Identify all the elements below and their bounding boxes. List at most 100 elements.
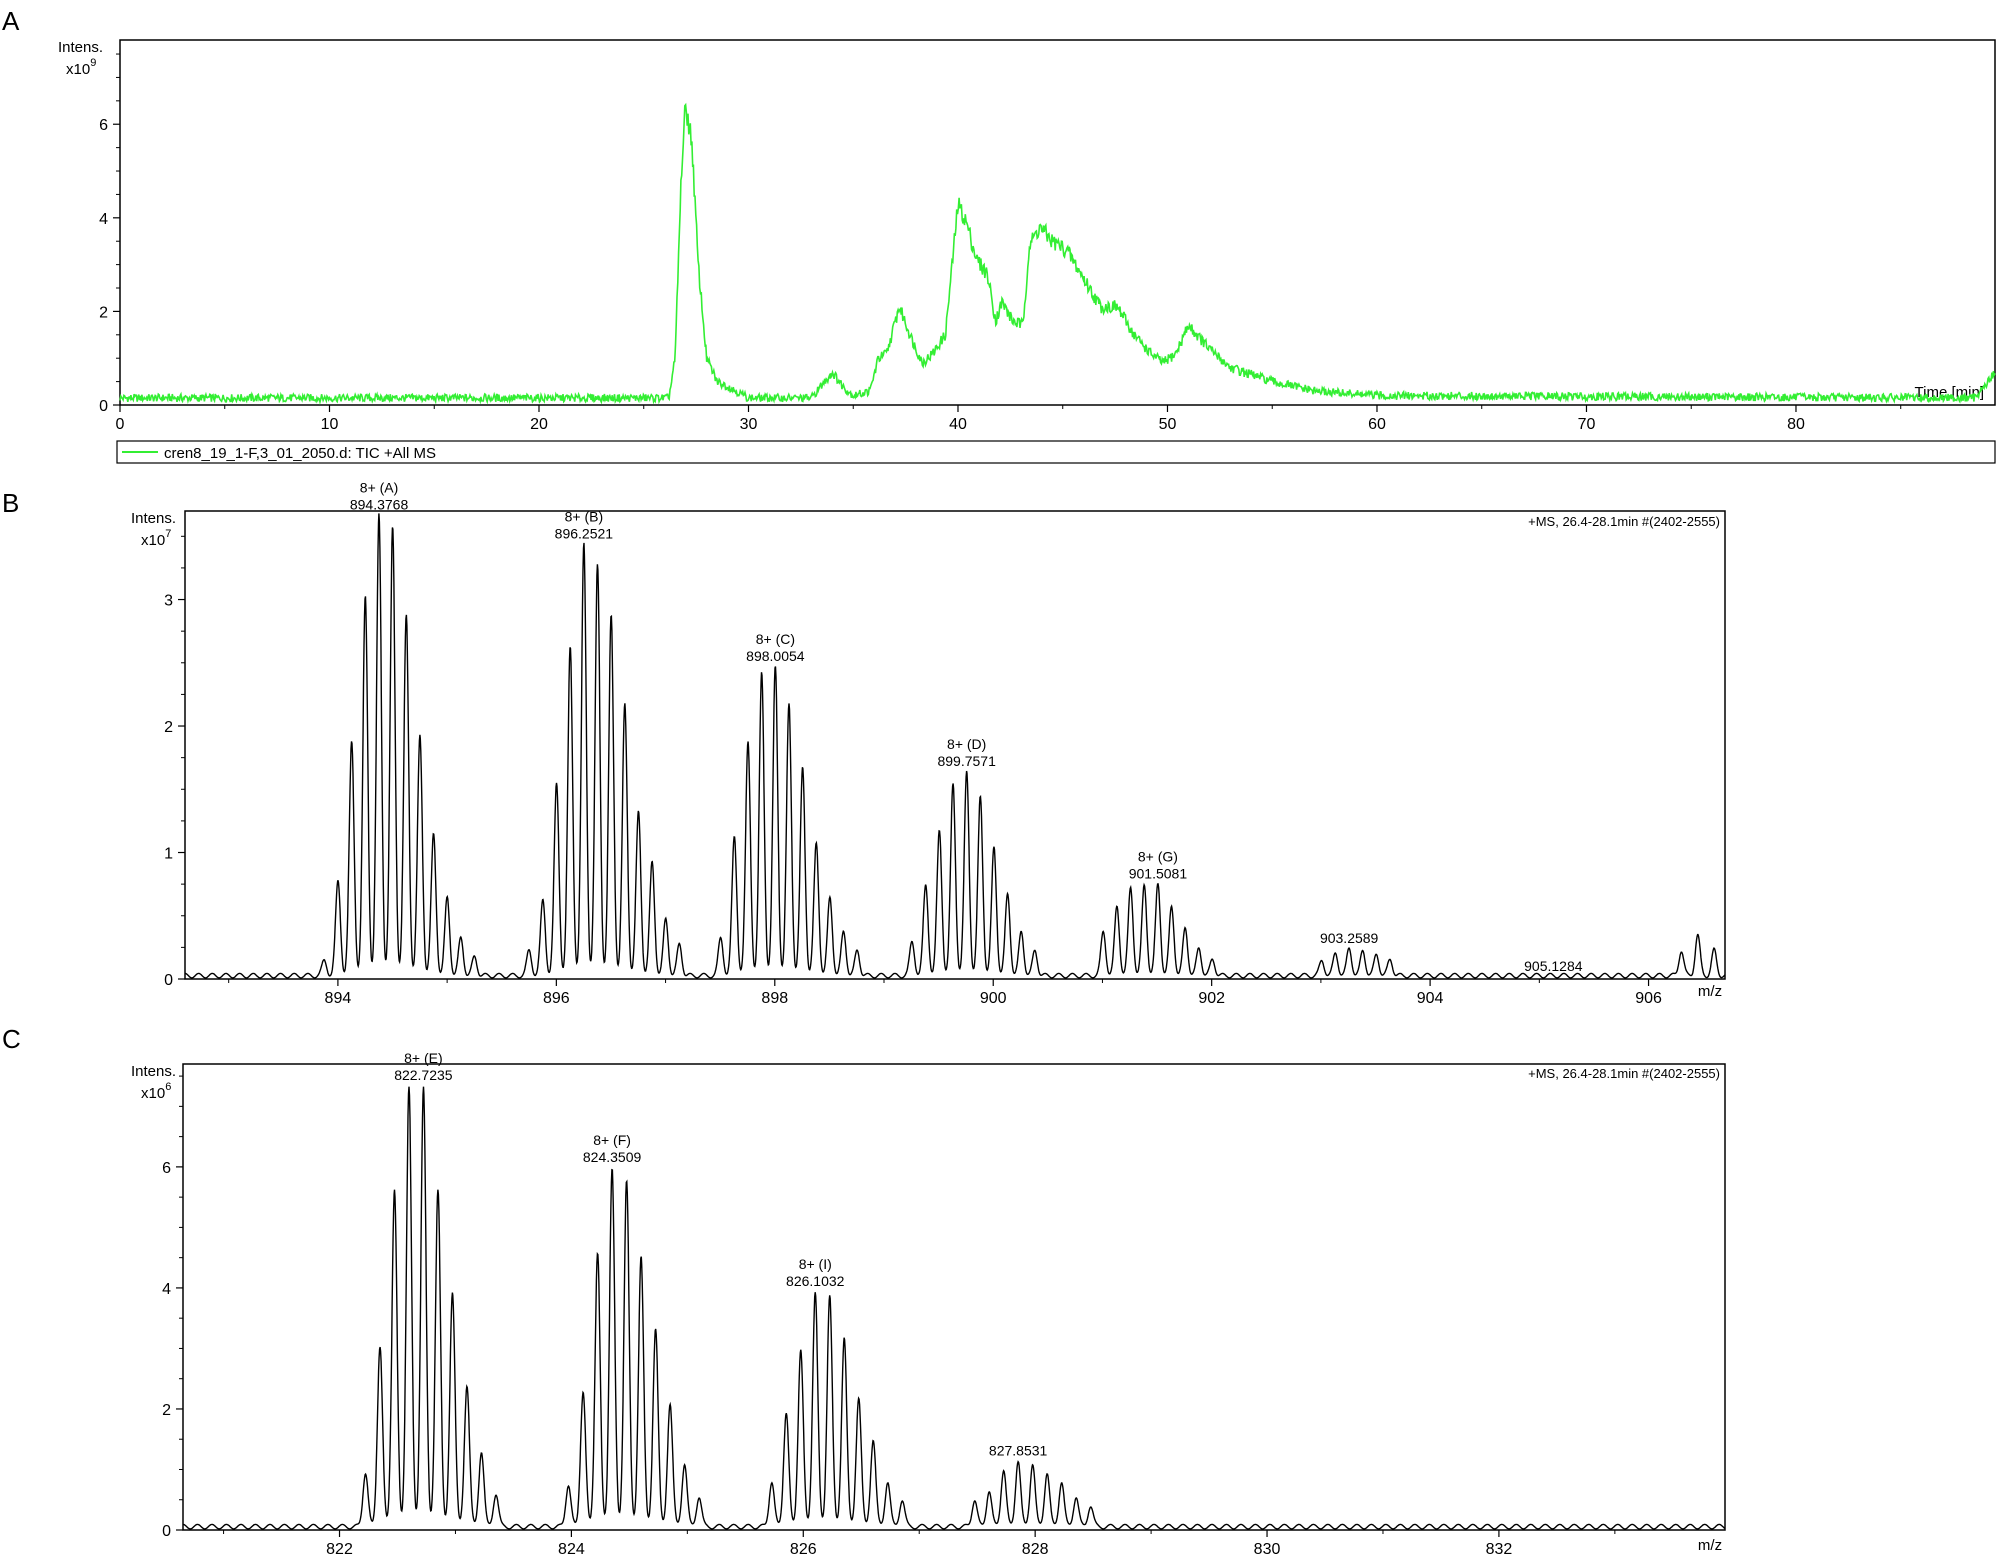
peak-label: 8+ (I)826.1032 bbox=[786, 1256, 845, 1289]
x-tick-label: 894 bbox=[325, 990, 352, 1007]
peak-mz-label: 899.7571 bbox=[937, 753, 996, 769]
y-axis-scale-exponent: 7 bbox=[165, 528, 171, 540]
x-axis-label: m/z bbox=[1698, 983, 1722, 1000]
x-tick-label: 70 bbox=[1578, 416, 1596, 433]
panel-letter: B bbox=[2, 488, 19, 518]
spectrum-trace bbox=[185, 513, 1726, 979]
tic-trace bbox=[119, 102, 1996, 406]
x-tick-label: 830 bbox=[1254, 1541, 1281, 1558]
legend-box bbox=[116, 440, 1996, 464]
plot-frame bbox=[182, 1063, 1726, 1531]
y-tick-label: 2 bbox=[162, 1402, 171, 1419]
x-tick-label: 822 bbox=[326, 1541, 353, 1558]
peak-labels: 8+ (A)894.3768 8+ (B)896.2521 8+ (C)898.00… bbox=[350, 479, 1583, 974]
y-tick-label: 0 bbox=[164, 972, 173, 989]
peak-mz-label: 826.1032 bbox=[786, 1273, 845, 1289]
plot-frame bbox=[184, 510, 1726, 980]
y-tick-label: 6 bbox=[99, 117, 108, 134]
peak-label: 903.2589 bbox=[1320, 930, 1379, 946]
y-tick-label: 0 bbox=[162, 1523, 171, 1540]
peak-charge-label: 8+ (I) bbox=[799, 1256, 832, 1272]
y-tick-label: 6 bbox=[162, 1160, 171, 1177]
x-tick-label: 826 bbox=[790, 1541, 817, 1558]
panel-a-tic-chromatogram: A Intens. x109 Time [min] 0 10 20 30 40 50 60 7… bbox=[2, 6, 1996, 464]
peak-charge-label: 8+ (G) bbox=[1138, 849, 1178, 865]
peak-label: 8+ (E)822.7235 bbox=[394, 1050, 453, 1083]
y-tick-label: 3 bbox=[164, 593, 173, 610]
y-axis-label: Intens. bbox=[131, 510, 176, 527]
y-axis-scale-exponent: 9 bbox=[90, 57, 96, 69]
x-tick-label: 898 bbox=[761, 990, 788, 1007]
peak-mz-label: 824.3509 bbox=[583, 1149, 642, 1165]
peak-label: 8+ (C)898.0054 bbox=[746, 631, 805, 664]
x-tick-label: 900 bbox=[980, 990, 1007, 1007]
x-tick-label: 828 bbox=[1022, 1541, 1049, 1558]
peak-label: 8+ (F)824.3509 bbox=[583, 1132, 642, 1165]
peak-mz-label: 901.5081 bbox=[1129, 866, 1188, 882]
y-tick-label: 2 bbox=[164, 719, 173, 736]
x-tick-label: 30 bbox=[740, 416, 758, 433]
y-axis-scale: x106 bbox=[141, 1081, 171, 1102]
peak-label: 8+ (D)899.7571 bbox=[937, 736, 996, 769]
x-tick-label: 10 bbox=[321, 416, 339, 433]
ticks: 894 896 898 900 902 904 906 0 1 2 3 bbox=[164, 535, 1662, 1007]
x-tick-label: 20 bbox=[530, 416, 548, 433]
spectrum-trace bbox=[182, 1086, 1726, 1530]
peak-mz-label: 898.0054 bbox=[746, 648, 805, 664]
y-tick-label: 4 bbox=[99, 211, 108, 228]
panel-c-mass-spectrum: C Intens. x106 m/z +MS, 26.4-28.1min #(2… bbox=[2, 1024, 1726, 1558]
y-axis-scale: x107 bbox=[141, 528, 171, 549]
legend: cren8_19_1-F,3_01_2050.d: TIC +All MS bbox=[116, 440, 1996, 464]
peak-label: 8+ (A)894.3768 bbox=[350, 479, 409, 512]
peak-label: 905.1284 bbox=[1524, 958, 1583, 974]
legend-entry: cren8_19_1-F,3_01_2050.d: TIC +All MS bbox=[164, 445, 436, 462]
peak-charge-label: 8+ (E) bbox=[404, 1050, 443, 1066]
x-tick-label: 40 bbox=[949, 416, 967, 433]
x-tick-label: 0 bbox=[116, 416, 125, 433]
panel-b-mass-spectrum: B Intens. x107 m/z +MS, 26.4-28.1min #(2… bbox=[2, 479, 1726, 1007]
x-tick-label: 60 bbox=[1368, 416, 1386, 433]
x-axis-label: m/z bbox=[1698, 1537, 1722, 1554]
y-axis-scale-base: x10 bbox=[141, 1085, 165, 1102]
peak-label: 8+ (B)896.2521 bbox=[555, 508, 614, 541]
y-tick-label: 1 bbox=[164, 846, 173, 863]
peak-labels: 8+ (E)822.7235 8+ (F)824.3509 8+ (I)826.10… bbox=[394, 1050, 1047, 1458]
peak-mz-label: 905.1284 bbox=[1524, 958, 1583, 974]
y-tick-label: 2 bbox=[99, 304, 108, 321]
y-axis-scale-base: x10 bbox=[141, 532, 165, 549]
panel-letter: A bbox=[2, 6, 20, 36]
ticks: 0 10 20 30 40 50 60 70 80 0 2 4 6 bbox=[99, 53, 1902, 433]
x-tick-label: 902 bbox=[1198, 990, 1225, 1007]
x-tick-label: 824 bbox=[558, 1541, 585, 1558]
peak-mz-label: 827.8531 bbox=[989, 1442, 1048, 1458]
peak-mz-label: 903.2589 bbox=[1320, 930, 1379, 946]
y-axis-label: Intens. bbox=[58, 39, 103, 56]
panel-letter: C bbox=[2, 1024, 21, 1054]
plot-frame bbox=[119, 39, 1996, 406]
peak-label: 827.8531 bbox=[989, 1442, 1048, 1458]
y-axis-scale-base: x10 bbox=[66, 61, 90, 78]
x-tick-label: 904 bbox=[1417, 990, 1444, 1007]
y-tick-label: 0 bbox=[99, 398, 108, 415]
y-tick-label: 4 bbox=[162, 1281, 171, 1298]
ticks: 822 824 826 828 830 832 0 2 4 6 bbox=[162, 1075, 1616, 1558]
peak-charge-label: 8+ (F) bbox=[593, 1132, 631, 1148]
peak-mz-label: 896.2521 bbox=[555, 525, 614, 541]
peak-mz-label: 894.3768 bbox=[350, 496, 409, 512]
scan-info: +MS, 26.4-28.1min #(2402-2555) bbox=[1528, 1066, 1720, 1081]
peak-charge-label: 8+ (A) bbox=[360, 479, 399, 495]
y-axis-scale-exponent: 6 bbox=[165, 1081, 171, 1093]
y-axis-label: Intens. bbox=[131, 1063, 176, 1080]
y-axis-scale: x109 bbox=[66, 57, 96, 78]
peak-charge-label: 8+ (B) bbox=[565, 508, 604, 524]
x-tick-label: 906 bbox=[1635, 990, 1662, 1007]
x-tick-label: 896 bbox=[543, 990, 570, 1007]
peak-label: 8+ (G)901.5081 bbox=[1129, 849, 1188, 882]
peak-mz-label: 822.7235 bbox=[394, 1067, 453, 1083]
x-tick-label: 80 bbox=[1787, 416, 1805, 433]
scan-info: +MS, 26.4-28.1min #(2402-2555) bbox=[1528, 514, 1720, 529]
x-tick-label: 832 bbox=[1486, 1541, 1513, 1558]
x-tick-label: 50 bbox=[1159, 416, 1177, 433]
peak-charge-label: 8+ (C) bbox=[756, 631, 795, 647]
